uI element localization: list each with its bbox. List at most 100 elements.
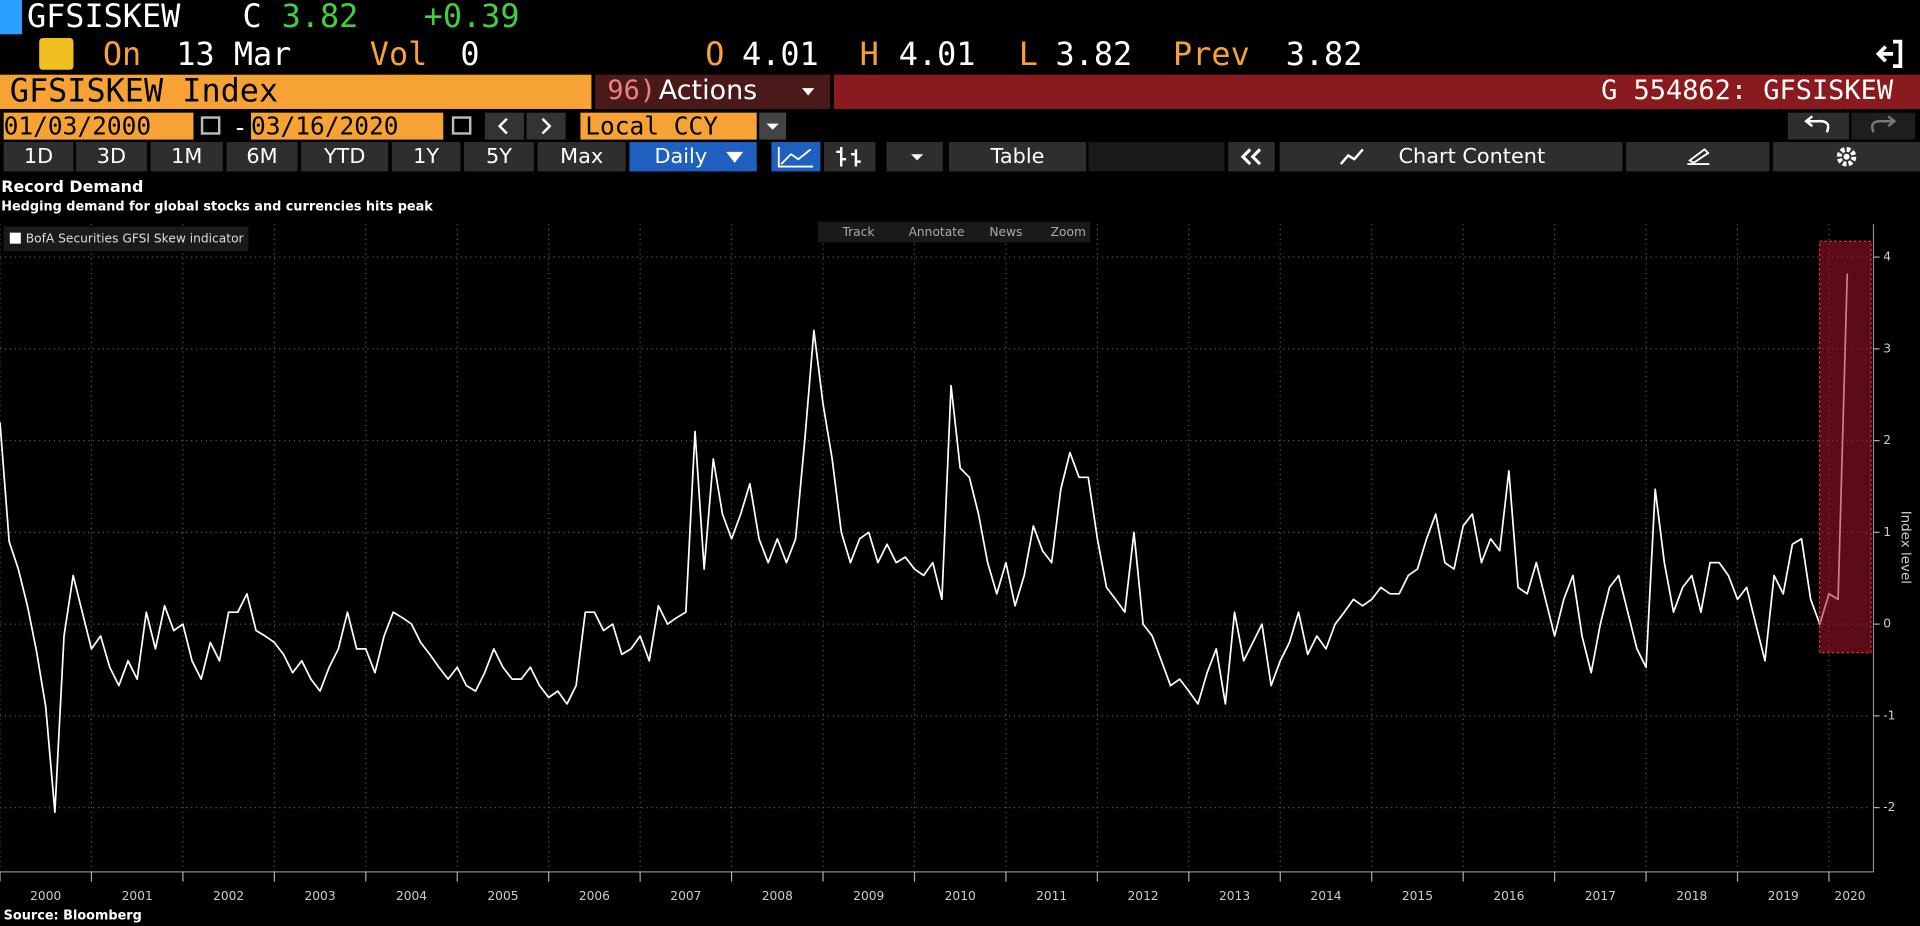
x-tick-label: 2013: [1219, 889, 1250, 903]
chart-content-button[interactable]: Chart Content: [1279, 142, 1623, 172]
end-date[interactable]: 03/16/2020: [251, 112, 444, 140]
x-tick-label: 2002: [213, 889, 244, 903]
x-tick-label: 2003: [304, 889, 335, 903]
high: 4.01: [898, 36, 976, 74]
range-separator: -: [232, 112, 248, 143]
x-tick-label: 2001: [122, 889, 153, 903]
y-axis-label: Index level: [1897, 511, 1912, 584]
news-tool[interactable]: News: [989, 225, 1022, 239]
currency[interactable]: Local CCY: [580, 112, 757, 140]
track-tool[interactable]: Track: [841, 225, 875, 239]
open-label: O: [705, 36, 725, 74]
x-tick-label: 2009: [853, 889, 884, 903]
on-label: On: [102, 36, 142, 74]
x-tick-label: 2020: [1834, 889, 1865, 903]
x-tick-label: 2010: [945, 889, 976, 903]
low: 3.82: [1055, 36, 1133, 74]
x-tick-label: 2018: [1676, 889, 1707, 903]
undo-button[interactable]: [1787, 112, 1849, 140]
x-tick-label: 2011: [1036, 889, 1067, 903]
redo-button[interactable]: [1851, 112, 1916, 140]
focus-marker: [0, 0, 23, 35]
ticker: GFSISKEW: [26, 0, 181, 36]
high-label: H: [859, 36, 879, 74]
prev-label: Prev: [1173, 36, 1250, 74]
x-tick-label: 2012: [1128, 889, 1159, 903]
security-field[interactable]: [0, 74, 592, 109]
prev-button[interactable]: [484, 112, 525, 140]
period-button[interactable]: 5Y: [464, 142, 534, 172]
collapse-button[interactable]: [1228, 142, 1275, 172]
y-tick-label: 0: [1883, 617, 1891, 631]
x-tick-label: 2007: [670, 889, 701, 903]
chart-subtitle: Hedging demand for global stocks and cur…: [1, 199, 433, 214]
y-tick-label: 1: [1883, 525, 1891, 539]
legend: [3, 226, 249, 252]
chart-title: Record Demand: [1, 177, 143, 196]
frequency-label: Daily: [654, 144, 708, 169]
y-tick-label: -1: [1883, 708, 1895, 722]
blank-field: [1088, 142, 1225, 172]
close-flag: C: [242, 0, 262, 36]
source: Source: Bloomberg: [4, 908, 142, 923]
y-tick-label: 3: [1883, 341, 1891, 355]
x-tick-label: 2006: [579, 889, 610, 903]
period-button[interactable]: 1D: [3, 142, 74, 172]
start-date[interactable]: 01/03/2000: [3, 112, 194, 140]
graph-bar: [833, 74, 1920, 109]
actions-label: Actions: [658, 75, 758, 107]
speed-icon[interactable]: [39, 37, 74, 70]
low-label: L: [1018, 36, 1038, 74]
currency-dropdown[interactable]: [759, 112, 787, 140]
dropdown-arrow: [802, 88, 815, 96]
period-button[interactable]: 1Y: [391, 142, 461, 172]
annotate-tool[interactable]: Annotate: [909, 225, 965, 239]
last-price: 3.82: [281, 0, 359, 36]
period-button[interactable]: 6M: [226, 142, 298, 172]
chart-type-dropdown[interactable]: [886, 142, 943, 172]
legend-swatch[interactable]: [9, 232, 21, 244]
menu-number: 96): [607, 75, 657, 107]
open: 4.01: [742, 36, 819, 74]
next-button[interactable]: [526, 112, 566, 140]
edit-button[interactable]: [1626, 142, 1770, 172]
period-button[interactable]: 3D: [75, 142, 147, 172]
quote-date: 13 Mar: [176, 36, 292, 74]
export-icon[interactable]: [1875, 39, 1903, 68]
actions-menu[interactable]: [595, 74, 831, 109]
vol-label: Vol: [369, 36, 428, 74]
x-tick-label: 2017: [1585, 889, 1616, 903]
graph-id: G 554862: GFSISKEW: [1601, 75, 1894, 107]
x-tick-label: 2019: [1768, 889, 1799, 903]
highlight-box: [1818, 240, 1872, 654]
x-tick-label: 2008: [762, 889, 793, 903]
chart-content-label: Chart Content: [1398, 144, 1546, 169]
x-tick-label: 2000: [30, 889, 61, 903]
period-button[interactable]: Max: [537, 142, 626, 172]
series-line: [0, 273, 1849, 814]
frequency-button[interactable]: Daily: [629, 142, 757, 172]
x-tick-label: 2005: [487, 889, 518, 903]
settings-button[interactable]: [1773, 142, 1920, 172]
bar-chart-button[interactable]: [824, 142, 876, 172]
x-tick-label: 2004: [396, 889, 427, 903]
period-button[interactable]: 1M: [150, 142, 223, 172]
chart-tools: [817, 221, 1090, 243]
calendar-icon[interactable]: [200, 116, 221, 135]
y-tick-label: 2: [1883, 433, 1891, 447]
x-tick-label: 2015: [1402, 889, 1433, 903]
security: GFSISKEW Index: [9, 73, 279, 111]
legend-label: BofA Securities GFSI Skew indicator: [26, 231, 245, 245]
period-button[interactable]: YTD: [301, 142, 389, 172]
vol: 0: [460, 36, 480, 74]
zoom-tool[interactable]: Zoom: [1051, 225, 1086, 239]
calendar-icon[interactable]: [451, 116, 472, 135]
prev: 3.82: [1285, 36, 1363, 74]
x-tick-label: 2016: [1493, 889, 1524, 903]
line-chart-button[interactable]: [771, 142, 821, 172]
table-button[interactable]: Table: [948, 142, 1087, 172]
price-change: +0.39: [423, 0, 520, 36]
x-tick-label: 2014: [1310, 889, 1341, 903]
